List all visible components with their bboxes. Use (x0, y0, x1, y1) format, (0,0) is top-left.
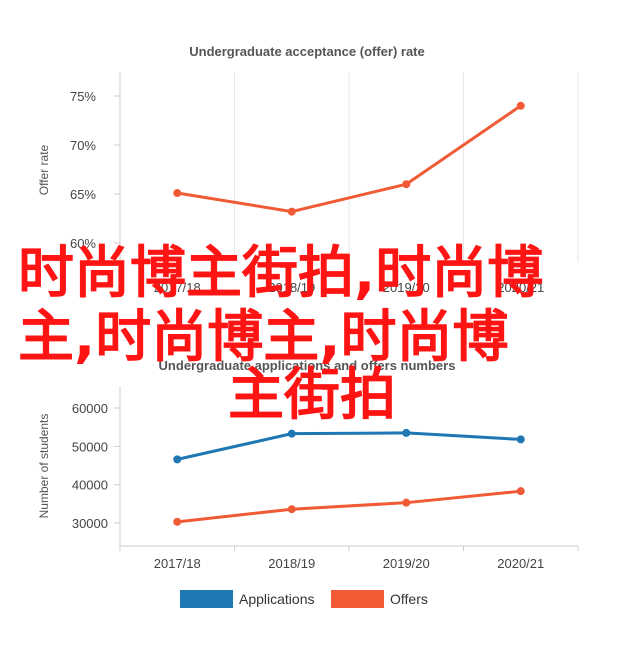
legend-swatch (331, 590, 384, 608)
chart2-data-point (287, 505, 296, 514)
chart1-y-tick-label: 65% (70, 187, 96, 202)
overlay-text: 时尚博主街拍,时尚博 主,时尚博主,时尚博 主街拍 (18, 241, 543, 428)
chart1-x-tick-label: 2020/21 (497, 280, 544, 295)
chart2-data-point (287, 429, 296, 438)
chart2-data-point (516, 435, 525, 444)
legend-label: Offers (390, 591, 428, 607)
chart1-data-point (173, 189, 182, 198)
chart1-series (173, 101, 525, 216)
chart1-title: Undergraduate acceptance (offer) rate (189, 44, 425, 59)
overlay-line-3: 主街拍 (228, 363, 396, 428)
chart2-x-tick-label: 2018/19 (268, 556, 315, 571)
chart2-y-ticks: 30000 40000 50000 60000 (72, 401, 120, 531)
legend-label: Applications (239, 591, 315, 607)
chart2-series-line-1 (177, 489, 521, 524)
overlay-line-1: 时尚博主街拍,时尚博 (18, 241, 543, 306)
applications-offers-chart: Undergraduate applications and offers nu… (37, 358, 579, 608)
chart1-x-tick-label: 2017/18 (154, 280, 201, 295)
chart2-data-point (173, 455, 182, 464)
chart2-legend: Applications Offers (180, 590, 428, 608)
overlay-line-2: 主,时尚博主,时尚博 (18, 305, 509, 370)
chart2-data-point (402, 498, 411, 507)
chart1-data-point (402, 180, 411, 189)
chart2-y-tick-label: 30000 (72, 516, 108, 531)
chart1-x-tick-label: 2019/20 (383, 280, 430, 295)
chart2-y-tick-label: 60000 (72, 401, 108, 416)
chart1-x-tick-label: 2018/19 (268, 280, 315, 295)
chart1-y-tick-label: 75% (70, 89, 96, 104)
chart2-data-point (173, 517, 182, 526)
chart2-series-line-0 (176, 431, 521, 461)
chart2-series (173, 428, 525, 526)
chart1-y-tick-label: 60% (70, 236, 96, 251)
chart1-y-tick-label: 70% (70, 138, 96, 153)
chart2-y-tick-label: 50000 (72, 439, 108, 454)
chart1-series-line (177, 104, 522, 214)
offer-rate-chart: Undergraduate acceptance (offer) rate Of… (37, 44, 579, 295)
chart1-data-point (287, 207, 296, 216)
chart1-y-ticks: 60% 65% 70% 75% (70, 89, 120, 251)
chart2-x-ticks: 2017/18 2018/19 2019/20 2020/21 (154, 556, 545, 571)
chart1-data-point (516, 101, 525, 110)
chart1-y-axis-label: Offer rate (37, 144, 51, 195)
chart2-x-tick-label: 2020/21 (497, 556, 544, 571)
chart2-title: Undergraduate applications and offers nu… (159, 358, 456, 373)
chart2-y-tick-label: 40000 (72, 478, 108, 493)
chart2-x-tick-label: 2019/20 (383, 556, 430, 571)
chart2-y-axis-label: Number of students (37, 414, 51, 519)
chart1-x-ticks: 2017/18 2018/19 2019/20 2020/21 (154, 280, 545, 295)
chart2-axes (119, 386, 579, 551)
chart2-data-point (516, 487, 525, 496)
chart2-data-point (402, 428, 411, 437)
chart1-gridlines (119, 72, 579, 262)
legend-swatch (180, 590, 233, 608)
chart2-x-tick-label: 2017/18 (154, 556, 201, 571)
